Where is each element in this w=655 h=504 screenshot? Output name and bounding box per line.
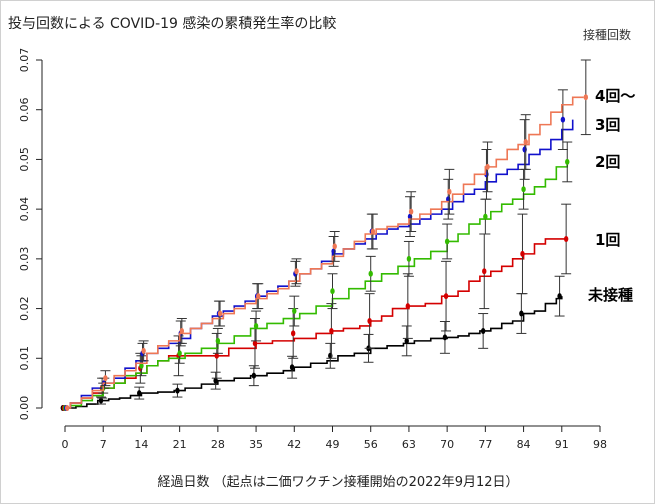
data-point [253, 322, 259, 329]
data-point [482, 268, 487, 275]
data-point [443, 293, 449, 300]
x-axis-title: 経過日数 （起点は二価ワクチン接種開始の2022年9月12日） [157, 474, 518, 490]
data-point [330, 288, 335, 295]
data-point [563, 235, 569, 242]
series-label-unvaccinated: 未接種 [587, 286, 633, 304]
series-label-1: 1回 [595, 231, 620, 249]
x-tick-label: 21 [173, 438, 187, 451]
x-tick-label: 63 [402, 438, 416, 451]
data-point [404, 337, 409, 344]
y-tick-label: 0.00 [18, 396, 31, 421]
data-point [406, 255, 412, 262]
legend-title: 接種回数 [583, 27, 631, 42]
data-point [214, 352, 219, 359]
data-point [408, 208, 414, 215]
data-point [565, 158, 570, 165]
y-tick-label: 0.05 [18, 147, 31, 172]
data-point [137, 390, 142, 397]
x-tick-label: 42 [287, 438, 301, 451]
series-label-3: 3回 [595, 116, 620, 134]
x-tick-label: 91 [555, 438, 569, 451]
data-point [368, 270, 373, 277]
y-tick-label: 0.07 [18, 48, 31, 73]
x-tick-label: 35 [249, 438, 263, 451]
x-axis: 0 7 14 21 28 35 42 49 56 63 70 77 84 91 98 [62, 425, 607, 451]
data-point [294, 268, 299, 275]
data-point [252, 340, 258, 347]
x-tick-label: 14 [134, 438, 148, 451]
data-point [215, 337, 221, 344]
data-point [442, 334, 448, 341]
series-step-line [65, 161, 569, 409]
data-point [444, 238, 450, 245]
data-point [329, 327, 334, 334]
series-label-2: 2回 [595, 153, 620, 171]
data-point [483, 213, 488, 220]
data-point [289, 364, 295, 371]
data-point [521, 186, 526, 193]
data-point [480, 327, 486, 334]
y-tick-label: 0.01 [18, 346, 31, 371]
data-point [485, 163, 490, 170]
x-tick-label: 56 [364, 438, 378, 451]
series-label-4plus: 4回〜 [595, 87, 635, 105]
data-point [447, 188, 452, 195]
data-point [251, 372, 257, 379]
data-point [65, 405, 70, 411]
series-step-line [65, 96, 584, 409]
data-point [213, 377, 218, 384]
series-4 [65, 59, 591, 411]
y-tick-label: 0.06 [18, 97, 31, 122]
data-point [370, 228, 376, 235]
x-tick-label: 7 [100, 438, 107, 451]
data-point [98, 397, 104, 404]
data-point [332, 243, 337, 250]
data-point [367, 318, 372, 324]
series-0 [60, 275, 565, 411]
data-point [217, 310, 223, 317]
data-point [520, 250, 525, 257]
y-axis: 0.00 0.01 0.02 0.03 0.04 0.05 0.06 0.07 [18, 48, 43, 421]
data-point [175, 387, 180, 394]
data-point [103, 375, 108, 382]
x-tick-label: 77 [478, 438, 492, 451]
y-tick-label: 0.04 [18, 197, 31, 222]
data-point [290, 330, 296, 337]
series-step-line [65, 296, 563, 409]
series-layer [60, 59, 591, 411]
y-tick-label: 0.03 [18, 247, 31, 272]
data-point [405, 303, 411, 310]
data-point [139, 362, 144, 369]
chart-title: 投与回数による COVID-19 感染の累積発生率の比較 [8, 15, 336, 32]
data-point [256, 293, 261, 300]
data-point [179, 327, 185, 334]
x-tick-label: 49 [326, 438, 340, 451]
x-tick-label: 70 [440, 438, 454, 451]
data-point [523, 139, 528, 146]
data-point [519, 310, 524, 317]
data-point [141, 347, 146, 354]
x-tick-label: 84 [517, 438, 531, 451]
x-tick-label: 98 [593, 438, 607, 451]
data-point [557, 293, 562, 300]
x-tick-label: 28 [211, 438, 225, 451]
data-point [292, 308, 297, 315]
data-point [583, 94, 589, 101]
x-tick-label: 0 [62, 438, 69, 451]
data-point [177, 350, 182, 357]
data-point [560, 116, 566, 123]
y-tick-label: 0.02 [18, 296, 31, 321]
